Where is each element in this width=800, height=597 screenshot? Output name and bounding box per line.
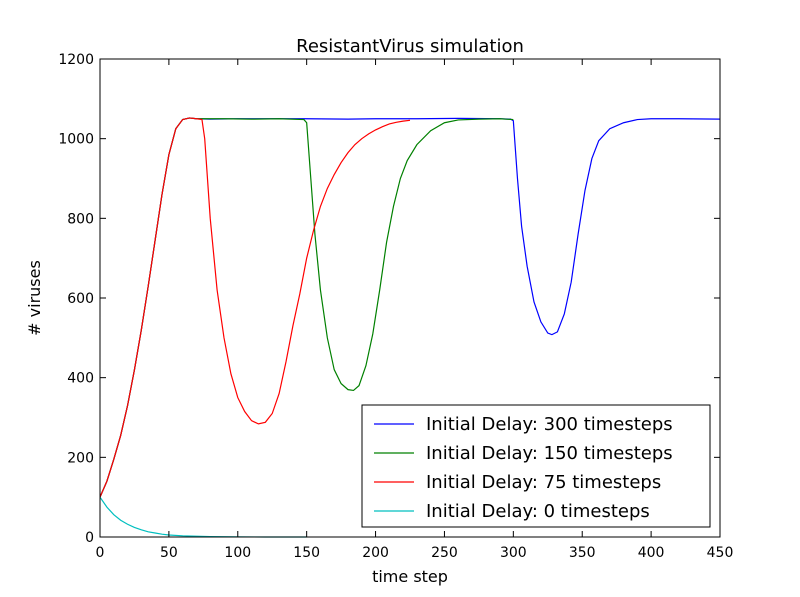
y-tick-label: 1200 [58,52,94,68]
x-tick-label: 50 [160,545,178,561]
legend-label-3: Initial Delay: 0 timesteps [426,501,650,522]
y-tick-label: 800 [67,211,94,227]
x-tick-label: 150 [293,545,320,561]
legend-label-0: Initial Delay: 300 timesteps [426,414,673,435]
x-tick-label: 350 [569,545,596,561]
y-tick-label: 1000 [58,132,94,148]
y-tick-label: 400 [67,371,94,387]
x-axis-label: time step [372,567,448,586]
x-tick-label: 200 [362,545,389,561]
legend-label-1: Initial Delay: 150 timesteps [426,443,673,464]
legend-box [361,404,711,528]
legend: Initial Delay: 300 timesteps Initial Dela… [361,404,711,528]
x-tick-label: 450 [707,545,734,561]
x-tick-label: 0 [96,545,105,561]
x-tick-label: 250 [431,545,458,561]
y-tick-label: 0 [85,530,94,546]
y-axis-label: # viruses [25,260,44,336]
x-tick-label: 100 [224,545,251,561]
axis-ticks: 0 50 100 150 200 250 300 350 400 450 0 200 400 600 800… [58,52,733,561]
legend-label-2: Initial Delay: 75 timesteps [426,472,661,493]
x-tick-label: 400 [638,545,665,561]
y-tick-label: 200 [67,450,94,466]
series-line-3 [99,496,307,538]
x-tick-label: 300 [500,545,527,561]
series-line-2 [99,117,411,498]
chart-title: ResistantVirus simulation [296,36,524,57]
y-tick-label: 600 [67,291,94,307]
